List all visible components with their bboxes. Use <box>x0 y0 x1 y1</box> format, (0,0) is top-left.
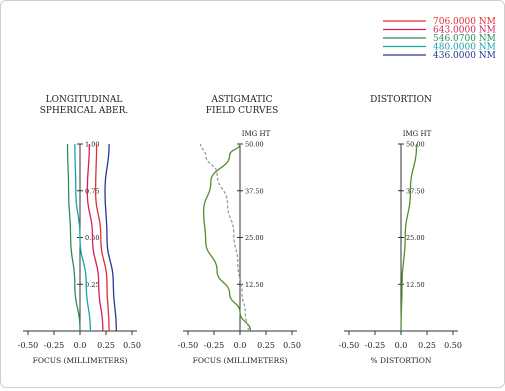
y-tick-label: 0.75 <box>85 187 99 195</box>
chart-title: FIELD CURVES <box>206 106 279 116</box>
chart-panel-3: DISTORTION IMG HT -0.50 -0.25 0.0 0.25 0.50 % D… <box>339 95 462 365</box>
chart-title: LONGITUDINAL <box>46 95 123 105</box>
x-tick-label: -0.25 <box>204 341 225 350</box>
series-line-1 <box>400 143 418 332</box>
y-axis-header: IMG HT <box>403 130 432 138</box>
y-tick-label: 1.00 <box>85 141 99 149</box>
y-tick-label: 50.00 <box>406 141 425 149</box>
x-tick-label: 0.25 <box>418 341 436 350</box>
y-axis-header: IMG HT <box>242 130 271 138</box>
legend-label: 643.0000 NM <box>433 26 496 36</box>
chart-title: DISTORTION <box>370 95 432 105</box>
chart-title: SPHERICAL ABER. <box>40 106 129 116</box>
x-tick-label: -0.50 <box>178 341 199 350</box>
x-tick-label: -0.25 <box>44 341 65 350</box>
y-tick-label: 50.00 <box>245 141 264 149</box>
legend-label: 706.0000 NM <box>433 17 496 27</box>
x-tick-label: 0.25 <box>257 341 275 350</box>
series-line-2 <box>199 143 249 332</box>
x-tick-label: 0.0 <box>74 341 87 350</box>
x-tick-label: 0.50 <box>444 341 462 350</box>
series-line-2 <box>86 143 104 332</box>
x-tick-label: -0.50 <box>339 341 360 350</box>
legend-label: 480.0000 NM <box>433 43 496 53</box>
legend-label: 436.0000 NM <box>433 51 496 61</box>
x-axis-label: FOCUS (MILLIMETERS) <box>193 356 288 365</box>
legend-label: 546.0700 NM <box>433 34 496 44</box>
series-line-3 <box>66 143 81 332</box>
y-tick-label: 25.00 <box>406 234 425 242</box>
x-tick-label: 0.50 <box>283 341 301 350</box>
x-tick-label: -0.50 <box>18 341 39 350</box>
x-axis-label: % DISTORTION <box>371 356 432 365</box>
y-tick-label: 12.50 <box>406 281 425 289</box>
y-tick-label: 37.50 <box>245 187 264 195</box>
x-tick-label: 0.25 <box>97 341 115 350</box>
y-tick-label: 37.50 <box>406 187 425 195</box>
series-line-4 <box>74 143 92 332</box>
series-line-1 <box>202 143 252 332</box>
y-tick-label: 0.25 <box>85 281 99 289</box>
y-tick-label: 12.50 <box>245 281 264 289</box>
x-tick-label: -0.25 <box>365 341 386 350</box>
x-tick-label: 0.0 <box>234 341 247 350</box>
chart-title: ASTIGMATIC <box>210 95 272 105</box>
y-tick-label: 25.00 <box>245 234 264 242</box>
x-tick-label: 0.50 <box>123 341 141 350</box>
x-axis-label: FOCUS (MILLIMETERS) <box>33 356 128 365</box>
series-line-5 <box>104 143 118 332</box>
series-line-1 <box>94 143 110 332</box>
x-tick-label: 0.0 <box>395 341 408 350</box>
